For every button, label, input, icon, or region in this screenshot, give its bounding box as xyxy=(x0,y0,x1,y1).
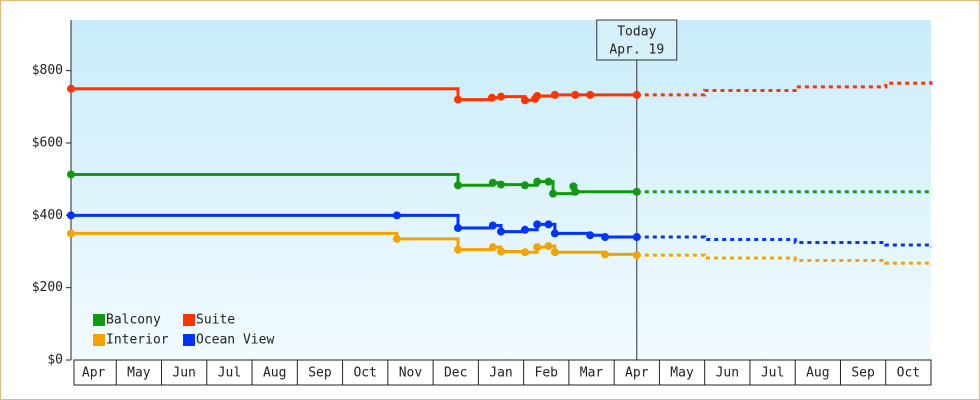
price-point xyxy=(550,229,559,238)
x-tick-label: Jan xyxy=(489,366,512,381)
price-point xyxy=(497,180,505,189)
price-point xyxy=(544,220,553,229)
price-point xyxy=(571,187,580,196)
x-tick-label: Oct xyxy=(897,366,920,381)
legend-label: Ocean View xyxy=(196,333,274,348)
price-point xyxy=(497,247,505,256)
x-tick-label: Jun xyxy=(172,366,195,381)
price-point xyxy=(392,234,401,243)
price-point xyxy=(550,90,559,99)
x-tick-label: Dec xyxy=(444,366,467,381)
y-tick-label: $800 xyxy=(32,63,63,78)
legend-label: Balcony xyxy=(106,313,161,328)
y-tick-label: $0 xyxy=(47,353,63,368)
price-point xyxy=(586,231,595,240)
x-axis-box xyxy=(73,359,932,386)
legend-swatch xyxy=(93,314,105,326)
price-point xyxy=(601,233,610,242)
forecast-line xyxy=(636,253,933,266)
legend-label: Suite xyxy=(196,313,235,328)
price-point xyxy=(454,181,462,190)
price-point xyxy=(544,242,553,251)
x-tick-label: May xyxy=(127,366,151,381)
x-tick-label: Sep xyxy=(308,366,332,381)
price-point xyxy=(454,223,462,232)
forecast-line xyxy=(636,235,933,248)
legend-label: Interior xyxy=(106,333,169,348)
forecast-line xyxy=(636,78,933,97)
price-point xyxy=(488,221,497,230)
price-point xyxy=(533,91,542,100)
x-tick-label: Feb xyxy=(535,366,559,381)
today-label: Today xyxy=(617,25,656,40)
legend-swatch xyxy=(183,314,195,326)
price-point xyxy=(544,177,553,186)
x-tick-label: Aug xyxy=(263,366,286,381)
price-point xyxy=(632,233,641,242)
x-tick-label: Sep xyxy=(851,366,875,381)
price-point xyxy=(497,227,505,236)
x-tick-label: May xyxy=(670,366,694,381)
x-tick-label: Jul xyxy=(218,366,241,381)
price-point xyxy=(549,189,558,198)
x-tick-label: Oct xyxy=(353,366,376,381)
price-point xyxy=(520,181,529,190)
y-tick-label: $600 xyxy=(32,135,63,150)
price-point xyxy=(67,84,75,93)
price-point xyxy=(520,248,529,257)
price-point xyxy=(520,96,529,105)
price-point xyxy=(571,90,580,99)
today-label: Apr. 19 xyxy=(609,43,664,58)
price-point xyxy=(520,225,529,234)
price-point xyxy=(392,211,401,220)
price-point xyxy=(487,93,496,102)
price-point xyxy=(67,211,75,220)
price-point xyxy=(601,250,610,259)
price-point xyxy=(632,90,641,99)
price-point xyxy=(488,178,497,187)
y-tick-label: $400 xyxy=(32,208,63,223)
price-point xyxy=(67,229,75,238)
price-point xyxy=(488,243,497,252)
price-point xyxy=(454,95,462,104)
price-point xyxy=(550,248,559,257)
x-tick-label: Apr xyxy=(625,366,649,381)
price-point xyxy=(533,220,542,229)
price-point xyxy=(533,177,542,186)
y-tick-label: $200 xyxy=(32,280,63,295)
legend-swatch xyxy=(183,334,195,346)
x-tick-label: Jul xyxy=(761,366,784,381)
x-tick-label: Nov xyxy=(399,366,423,381)
price-point xyxy=(454,245,462,254)
legend-swatch xyxy=(93,334,105,346)
x-tick-label: Aug xyxy=(806,366,829,381)
x-tick-label: Mar xyxy=(580,366,604,381)
price-point xyxy=(632,251,641,260)
plot-area xyxy=(71,20,931,360)
price-point xyxy=(586,90,595,99)
x-tick-label: Apr xyxy=(82,366,106,381)
x-tick-label: Jun xyxy=(716,366,739,381)
price-point xyxy=(632,187,641,196)
today-box xyxy=(596,19,678,61)
price-point xyxy=(533,243,542,252)
price-point xyxy=(67,170,75,179)
price-point xyxy=(497,92,505,101)
